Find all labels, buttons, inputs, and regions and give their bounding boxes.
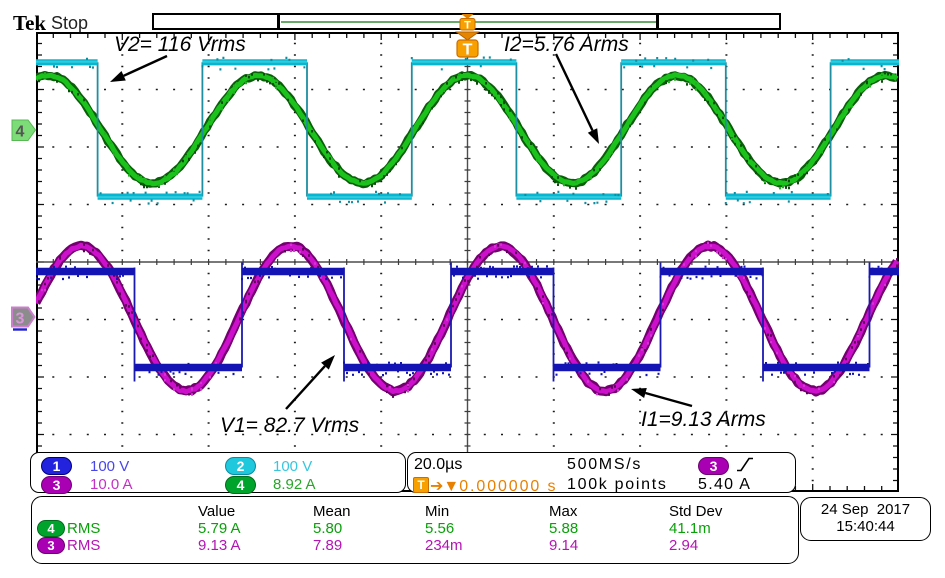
svg-text:T: T	[463, 42, 473, 59]
svg-text:T: T	[464, 20, 471, 32]
svg-text:4: 4	[16, 124, 25, 141]
svg-text:3: 3	[16, 311, 25, 328]
